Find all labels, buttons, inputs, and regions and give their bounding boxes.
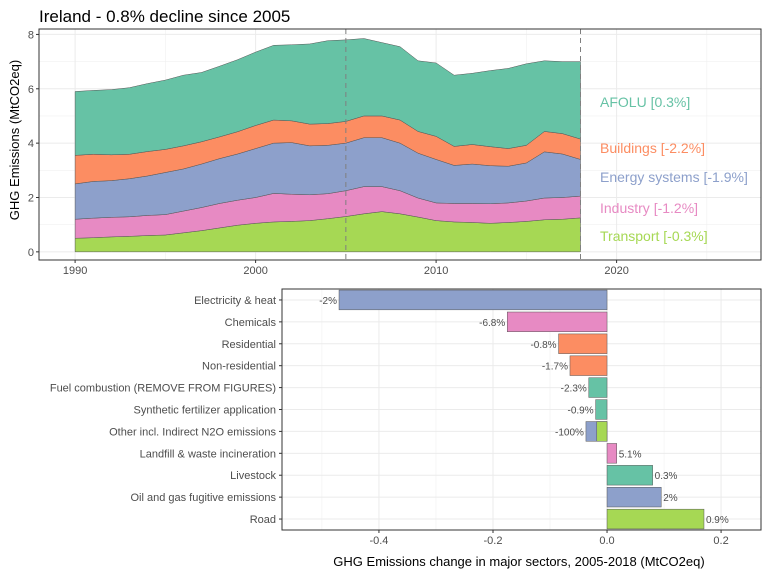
y-tick-label: 0 bbox=[28, 247, 34, 259]
category-label: Livestock bbox=[230, 470, 276, 482]
x-tick-label: -0.4 bbox=[369, 535, 388, 547]
category-label: Electricity & heat bbox=[194, 295, 276, 307]
category-label: Landfill & waste incineration bbox=[140, 448, 276, 460]
bar-value-label: 5.1% bbox=[619, 449, 642, 460]
top-y-axis-title: GHG Emissions (MtCO2eq) bbox=[7, 60, 22, 220]
bar bbox=[595, 399, 608, 420]
bar-segment bbox=[596, 421, 608, 442]
x-tick-label: 2000 bbox=[243, 265, 267, 277]
chart-title: Ireland - 0.8% decline since 2005 bbox=[39, 7, 290, 26]
bar-value-label: 0.3% bbox=[655, 471, 678, 482]
bar bbox=[506, 311, 608, 332]
x-tick-label: 0.2 bbox=[713, 535, 728, 547]
bar bbox=[606, 465, 653, 486]
bar-value-label: -1.7% bbox=[542, 362, 568, 373]
bar bbox=[338, 289, 608, 311]
category-label: Chemicals bbox=[225, 317, 277, 329]
series-label-energy-systems: Energy systems [-1.9%] bbox=[600, 169, 748, 185]
x-tick-label: 1990 bbox=[63, 265, 87, 277]
bar-value-label: -2.3% bbox=[561, 384, 587, 395]
x-tick-label: -0.2 bbox=[484, 535, 503, 547]
category-label: Road bbox=[250, 514, 276, 526]
bar-value-label: -2% bbox=[319, 296, 337, 307]
category-label: Residential bbox=[222, 339, 276, 351]
top-plot-border bbox=[38, 28, 762, 261]
bar-value-label: 2% bbox=[663, 493, 678, 504]
y-tick-label: 4 bbox=[28, 138, 34, 150]
bar-value-label: -0.9% bbox=[568, 406, 594, 417]
category-label: Fuel combustion (REMOVE FROM FIGURES) bbox=[50, 383, 276, 395]
bottom-bar-chart-panel: -2% Electricity & heat -6.8% Chemicals -0.8%… bbox=[50, 288, 762, 547]
category-label: Non-residential bbox=[202, 361, 276, 373]
category-label: Other incl. Indirect N2O emissions bbox=[109, 426, 276, 438]
category-label: Synthetic fertilizer application bbox=[134, 405, 276, 417]
x-tick-label: 0.0 bbox=[599, 535, 614, 547]
bar-value-label: -100% bbox=[555, 427, 584, 438]
series-label-industry: Industry [-1.2%] bbox=[600, 200, 698, 216]
bar bbox=[606, 443, 617, 464]
bar-value-label: 0.9% bbox=[706, 515, 729, 526]
bottom-plot-border bbox=[281, 288, 762, 531]
bottom-x-axis-title: GHG Emissions change in major sectors, 2… bbox=[333, 554, 704, 569]
bar bbox=[558, 333, 608, 354]
bar-value-label: -0.8% bbox=[530, 340, 556, 351]
category-label: Oil and gas fugitive emissions bbox=[130, 492, 276, 504]
bar bbox=[569, 355, 608, 376]
y-tick-label: 8 bbox=[28, 29, 34, 41]
y-tick-label: 2 bbox=[28, 192, 34, 204]
series-label-transport: Transport [-0.3%] bbox=[600, 228, 708, 244]
series-label-buildings: Buildings [-2.2%] bbox=[600, 140, 705, 156]
top-area-chart-panel: Transport [-0.3%] Industry [-1.2%] Energy … bbox=[28, 28, 762, 277]
bar-value-label: -6.8% bbox=[479, 318, 505, 329]
x-tick-label: 2020 bbox=[604, 265, 628, 277]
y-tick-label: 6 bbox=[28, 84, 34, 96]
bar bbox=[606, 487, 662, 508]
x-tick-label: 2010 bbox=[424, 265, 448, 277]
bar bbox=[606, 508, 705, 530]
bar bbox=[588, 377, 608, 398]
series-label-afolu: AFOLU [0.3%] bbox=[600, 94, 690, 110]
